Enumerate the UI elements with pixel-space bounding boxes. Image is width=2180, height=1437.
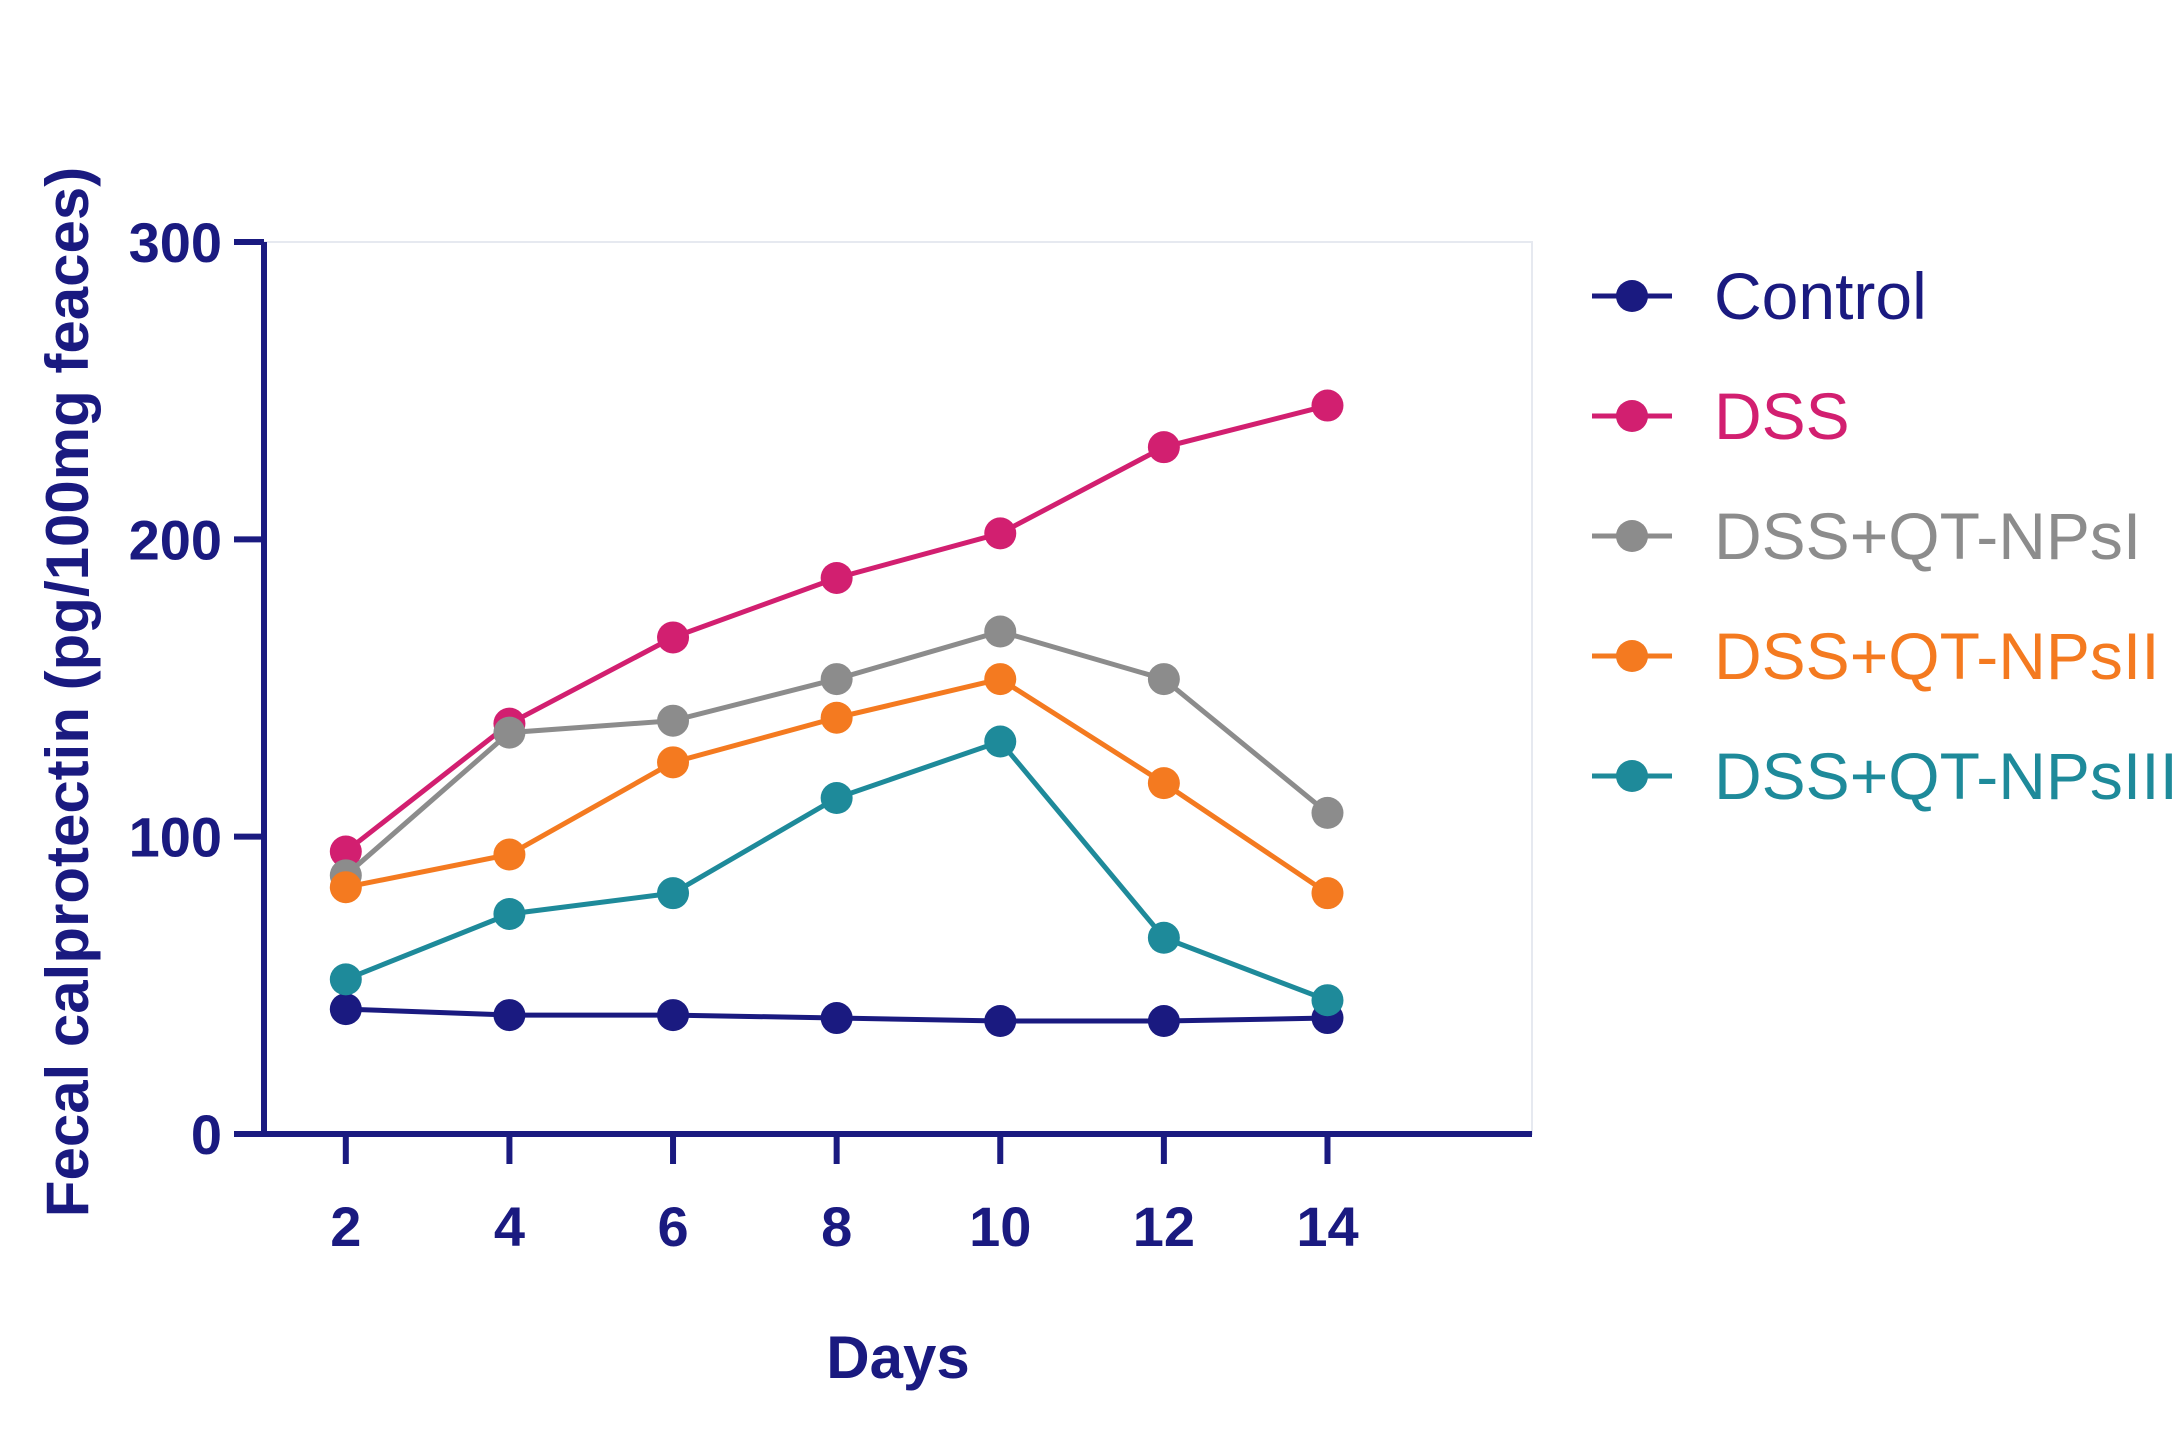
legend-item: DSS (1592, 379, 1850, 453)
data-point (1147, 921, 1180, 954)
legend-item: DSS+QT-NPsI (1592, 499, 2141, 573)
series-dss-qt-npsi (329, 615, 1344, 892)
data-point (1147, 663, 1180, 696)
series-control (329, 993, 1344, 1038)
y-axis-title: Fecal calprotectin (pg/100mg feaces) (34, 167, 101, 1217)
data-point (493, 838, 526, 871)
x-tick-label: 4 (494, 1195, 525, 1258)
series-dss-qt-npsii (329, 663, 1344, 910)
data-point (820, 701, 853, 734)
legend-item: Control (1592, 259, 1927, 333)
y-tick-label: 200 (129, 508, 222, 571)
y-tick-label: 100 (129, 806, 222, 869)
data-point (820, 561, 853, 594)
data-point (1311, 389, 1344, 422)
data-point (329, 871, 362, 904)
y-tick-label: 0 (191, 1103, 222, 1166)
data-point (329, 963, 362, 996)
data-point (657, 877, 690, 910)
data-point (657, 704, 690, 737)
x-tick-label: 2 (330, 1195, 361, 1258)
legend-item: DSS+QT-NPsII (1592, 619, 2160, 693)
y-axis: 0 100 200 300 (129, 211, 267, 1166)
data-point (1147, 431, 1180, 464)
data-point (1311, 796, 1344, 829)
data-point (657, 746, 690, 779)
data-point (984, 1005, 1017, 1038)
data-point (1311, 984, 1344, 1017)
data-point (820, 1002, 853, 1035)
data-point (984, 615, 1017, 648)
x-axis: 2 4 6 8 10 12 14 (261, 1131, 1532, 1258)
data-point (657, 621, 690, 654)
legend: Control DSS DSS+QT-NPsI DSS+QT-NPsII DSS+QT-… (1592, 259, 2178, 813)
legend-item: DSS+QT-NPsIII (1592, 739, 2178, 813)
legend-label: DSS (1714, 379, 1850, 453)
series-lines (329, 389, 1344, 1038)
data-point (493, 999, 526, 1032)
legend-label: DSS+QT-NPsII (1714, 619, 2160, 693)
legend-marker (1616, 520, 1648, 552)
series-dss-qt-npsiii (329, 725, 1344, 1017)
legend-label: Control (1714, 259, 1927, 333)
x-tick-label: 6 (657, 1195, 688, 1258)
data-point (1311, 877, 1344, 910)
x-axis-title: Days (826, 1324, 969, 1391)
legend-label: DSS+QT-NPsIII (1714, 739, 2178, 813)
data-point (820, 782, 853, 815)
data-point (1147, 767, 1180, 800)
x-tick-label: 8 (821, 1195, 852, 1258)
y-tick-label: 300 (129, 211, 222, 274)
data-point (984, 725, 1017, 758)
legend-marker (1616, 400, 1648, 432)
data-point (984, 663, 1017, 696)
legend-marker (1616, 760, 1648, 792)
x-tick-label: 12 (1133, 1195, 1195, 1258)
legend-label: DSS+QT-NPsI (1714, 499, 2141, 573)
data-point (984, 517, 1017, 550)
data-point (820, 663, 853, 696)
data-point (1147, 1005, 1180, 1038)
data-point (329, 835, 362, 868)
data-point (493, 897, 526, 930)
x-tick-label: 10 (969, 1195, 1031, 1258)
legend-marker (1616, 280, 1648, 312)
data-point (329, 993, 362, 1026)
legend-marker (1616, 640, 1648, 672)
x-tick-label: 14 (1296, 1195, 1358, 1258)
data-point (493, 716, 526, 749)
data-point (657, 999, 690, 1032)
